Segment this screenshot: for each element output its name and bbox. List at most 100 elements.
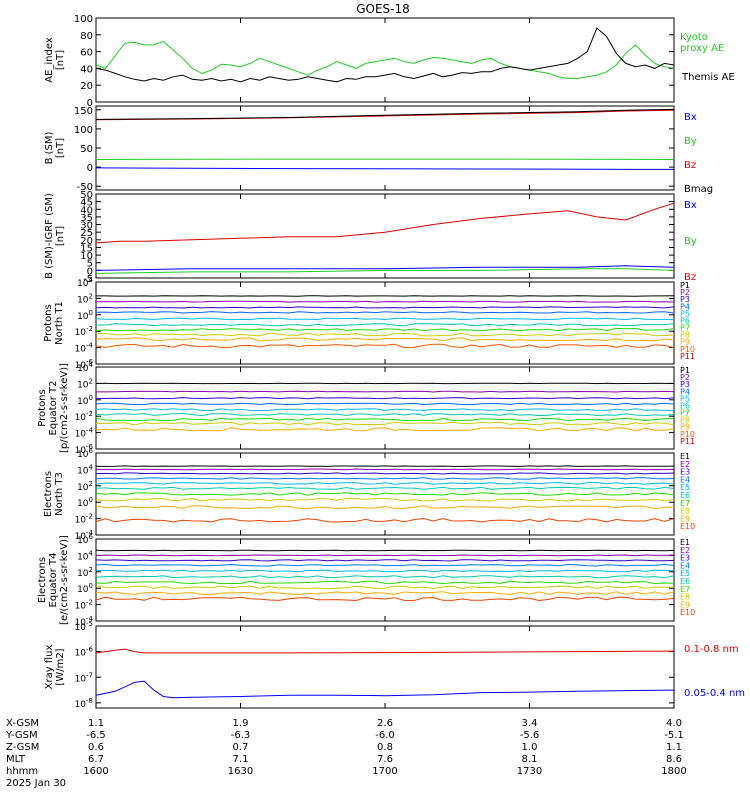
flux-channel-line	[95, 472, 675, 475]
legend-entry: P9	[680, 338, 690, 347]
y-tick-label: 100	[77, 394, 93, 407]
legend-entry: E6	[680, 577, 690, 586]
x-tick-label: 1.1	[88, 718, 104, 729]
legend-entry: E7	[680, 585, 690, 594]
series-line	[95, 108, 675, 120]
legend-entry: E3	[680, 468, 690, 477]
legend-entry: E5	[680, 569, 690, 578]
y-tick-label: 10-2	[75, 599, 93, 612]
flux-channel-line	[95, 412, 675, 417]
x-tick-label: -5.6	[520, 730, 540, 741]
series-line	[95, 268, 675, 274]
flux-channel-line	[96, 390, 675, 393]
y-tick-label: 10-5	[75, 620, 93, 633]
plot-title: GOES-18	[356, 2, 410, 16]
y-tick-label: 10-4	[75, 427, 94, 440]
flux-channel-line	[95, 585, 675, 590]
legend-entry: P4	[680, 302, 690, 311]
legend-entry: 0.05-0.4 nm	[684, 688, 745, 699]
y-tick-label: 100	[74, 14, 93, 25]
y-tick-label: 10-4	[75, 615, 94, 628]
x-tick-label: -5.1	[664, 730, 684, 741]
legend-entry: E4	[680, 475, 690, 484]
y-tick-label: 10-7	[75, 671, 93, 684]
y-tick-label: 104	[77, 361, 93, 374]
flux-channel-line	[95, 421, 675, 426]
y-tick-label: 40	[80, 205, 93, 216]
legend-entry: E9	[680, 600, 690, 609]
x-tick-label: 1.0	[522, 742, 538, 753]
y-tick-label: 50	[80, 144, 93, 155]
y-tick-label: 10-2	[75, 325, 93, 338]
flux-channel-line	[95, 517, 675, 523]
y-tick-label: 80	[80, 31, 93, 42]
series-line	[95, 167, 675, 170]
y-tick-label: 10-8	[75, 697, 93, 710]
x-tick-label: 1600	[83, 766, 108, 777]
legend-entry: E6	[680, 491, 690, 500]
date-label: 2025 Jan 30	[6, 778, 66, 789]
legend-entry: P7	[680, 324, 690, 333]
flux-channel-line	[95, 596, 675, 602]
legend-entry: P10	[680, 345, 695, 354]
legend-entry: P8	[680, 331, 690, 340]
legend-entry: P10	[680, 430, 695, 439]
legend-entry: E7	[680, 499, 690, 508]
flux-channel-line	[95, 300, 675, 303]
y-axis-label: B (SM)-IGRF (SM)[nT]	[44, 193, 66, 279]
y-tick-label: 100	[74, 125, 93, 136]
flux-channel-line	[95, 465, 675, 467]
ephemeris-row-label: hhmm	[6, 766, 38, 777]
panel-4: 10-6 10-4 10-2 100 102 104 ProtonsNorth T1 P1P2…	[43, 276, 695, 371]
y-axis-label: ElectronsNorth T3	[43, 471, 65, 517]
y-tick-label: 104	[77, 549, 93, 562]
legend-entry: E5	[680, 483, 690, 492]
y-axis-label: ProtonsNorth T1	[43, 301, 65, 345]
series-line	[95, 27, 675, 83]
y-tick-label: 5	[87, 259, 93, 270]
y-axis-label: B (SM)[nT]	[44, 131, 66, 164]
legend-entry: P1	[680, 366, 690, 375]
legend-entry: Bz	[684, 272, 696, 283]
x-tick-label: 0.7	[233, 742, 249, 753]
legend-entry: 0.1-0.8 nm	[684, 644, 739, 655]
y-tick-label: 20	[80, 81, 93, 92]
flux-channel-line	[95, 402, 675, 406]
flux-channel-line	[95, 554, 675, 557]
panel-5: 10-6 10-4 10-2 100 102 104 ProtonsEquator T2[p…	[37, 361, 695, 456]
legend-entry: E2	[680, 546, 690, 555]
flux-channel-line	[95, 332, 675, 337]
y-tick-label: 0	[87, 266, 93, 277]
legend-entry: P3	[680, 380, 690, 389]
flux-channel-line	[95, 343, 675, 349]
y-tick-label: 10-6	[75, 646, 94, 659]
legend-entry: E1	[680, 452, 690, 461]
x-tick-label: 8.6	[666, 754, 682, 765]
flux-channel-line	[96, 569, 675, 573]
flux-channel-line	[95, 311, 675, 314]
y-tick-label: 106	[77, 447, 93, 460]
x-tick-label: 7.6	[377, 754, 393, 765]
legend-entry: P3	[680, 295, 690, 304]
y-tick-label: 0	[87, 98, 93, 109]
flux-channel-line	[95, 549, 675, 552]
legend-entry: P9	[680, 423, 690, 432]
x-tick-label: 7.1	[233, 754, 249, 765]
legend-entry: P4	[680, 387, 690, 396]
flux-channel-line	[96, 468, 675, 471]
x-tick-label: -6.3	[231, 730, 251, 741]
legend-entry: Bx	[684, 200, 697, 211]
legend-entry: P6	[680, 401, 690, 410]
flux-channel-line	[95, 497, 675, 502]
legend-entry: By	[684, 136, 697, 147]
flux-channel-line	[95, 327, 675, 332]
y-axis-label: ProtonsEquator T2[p/(cm2-s-sr-keV)]	[37, 363, 70, 453]
y-tick-label: 10-4	[75, 342, 94, 355]
y-tick-label: 10-6	[75, 358, 94, 371]
legend-entry: E3	[680, 554, 690, 563]
flux-channel-line	[95, 481, 675, 485]
y-tick-label: 102	[77, 480, 93, 493]
